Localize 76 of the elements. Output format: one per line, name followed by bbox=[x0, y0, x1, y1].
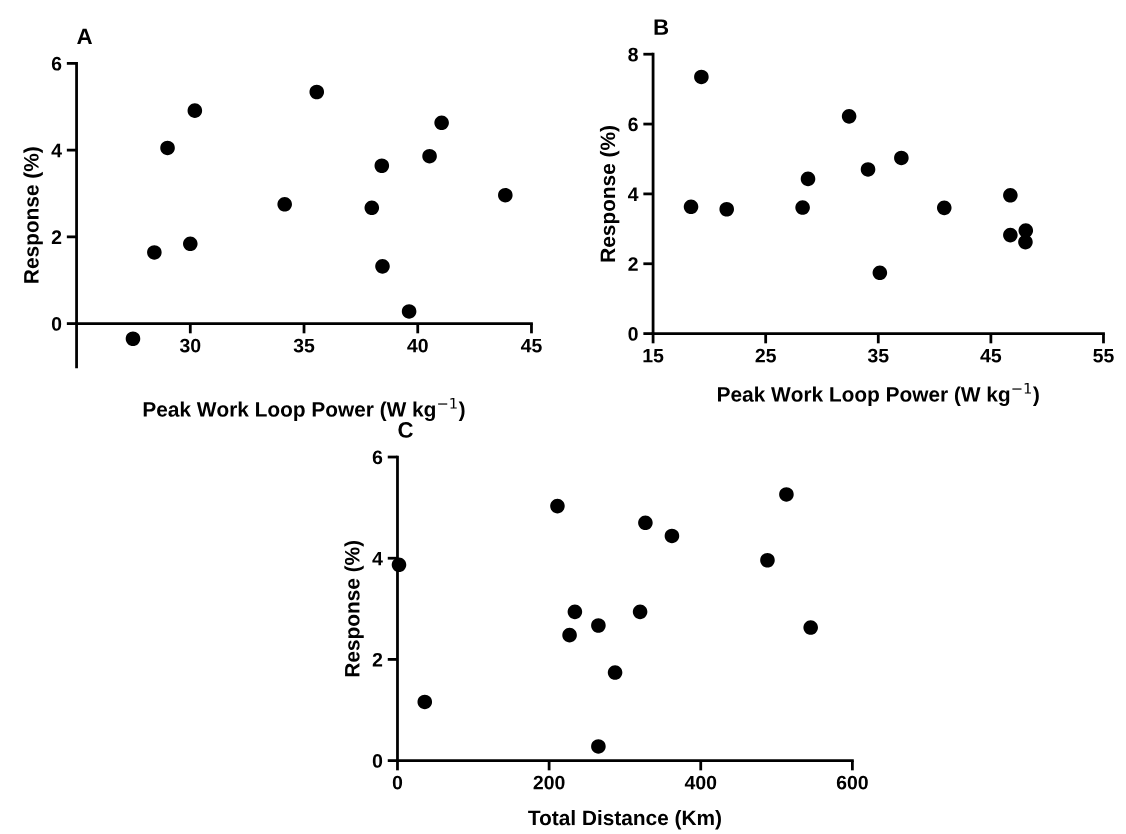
x-tick-label: 55 bbox=[1093, 348, 1114, 363]
point bbox=[498, 187, 513, 203]
point bbox=[277, 197, 292, 212]
point bbox=[607, 665, 623, 680]
y-tick-label: 0 bbox=[628, 327, 638, 341]
x-tick-label: 25 bbox=[755, 348, 776, 363]
y-tick-label: 6 bbox=[51, 56, 62, 71]
point bbox=[683, 199, 699, 215]
point bbox=[562, 627, 577, 643]
point bbox=[417, 694, 433, 710]
x-tick-label: 35 bbox=[293, 338, 315, 353]
point bbox=[936, 200, 952, 216]
y-tick-label: 2 bbox=[628, 257, 638, 271]
point bbox=[638, 515, 653, 531]
y-tick-label: 2 bbox=[51, 230, 62, 244]
x-tick-label: 0 bbox=[392, 775, 403, 790]
y-tick-label: 4 bbox=[51, 143, 62, 158]
y-tick-label: 8 bbox=[628, 47, 638, 62]
point bbox=[183, 236, 198, 252]
x-axis-title: Peak Work Loop Power (W kg$^{−1}$) bbox=[143, 397, 465, 421]
y-tick-label: 0 bbox=[51, 317, 62, 331]
point bbox=[375, 259, 390, 274]
y-axis-title: Response (%) bbox=[23, 147, 43, 283]
point bbox=[422, 148, 437, 164]
point bbox=[795, 200, 810, 215]
point bbox=[800, 171, 816, 187]
y-tick-label: 6 bbox=[628, 117, 638, 132]
point bbox=[364, 200, 380, 216]
chart-title: A bbox=[77, 28, 93, 44]
point bbox=[591, 739, 606, 754]
x-tick-label: 15 bbox=[643, 348, 664, 363]
point bbox=[664, 528, 680, 544]
point bbox=[434, 115, 449, 131]
point bbox=[591, 618, 606, 633]
y-axis-title: Response (%) bbox=[599, 126, 620, 262]
x-axis-title: Peak Work Loop Power (W kg$^{−1}$) bbox=[718, 382, 1039, 406]
y-tick-label: 0 bbox=[372, 754, 383, 768]
point bbox=[160, 140, 175, 156]
x-axis-title: Total Distance (Km) bbox=[528, 809, 721, 830]
y-tick-label: 4 bbox=[372, 551, 383, 566]
x-tick-label: 45 bbox=[980, 348, 1002, 363]
point bbox=[401, 304, 417, 319]
point bbox=[391, 557, 407, 573]
x-tick-label: 45 bbox=[520, 338, 542, 353]
chart-title: C bbox=[398, 422, 413, 438]
x-tick-label: 30 bbox=[179, 338, 201, 353]
point bbox=[872, 265, 888, 281]
point bbox=[567, 604, 583, 620]
x-tick-label: 40 bbox=[407, 338, 428, 353]
point bbox=[187, 103, 203, 118]
y-tick-label: 6 bbox=[372, 450, 383, 465]
point bbox=[694, 69, 709, 85]
x-tick-label: 35 bbox=[867, 348, 889, 363]
point bbox=[841, 109, 857, 124]
y-axis-title: Response (%) bbox=[344, 540, 364, 677]
chart-title: B bbox=[654, 19, 669, 35]
y-tick-label: 2 bbox=[372, 652, 383, 667]
point bbox=[309, 84, 325, 100]
point bbox=[860, 162, 876, 177]
point bbox=[1018, 234, 1033, 250]
x-tick-label: 200 bbox=[533, 775, 565, 790]
x-tick-label: 400 bbox=[684, 775, 717, 790]
point bbox=[779, 487, 794, 502]
y-tick-label: 4 bbox=[627, 187, 639, 201]
point bbox=[1003, 227, 1018, 243]
point bbox=[894, 150, 909, 166]
point bbox=[147, 245, 162, 260]
x-tick-label: 600 bbox=[836, 775, 868, 790]
point bbox=[125, 331, 141, 347]
point bbox=[550, 498, 565, 514]
point bbox=[374, 158, 390, 174]
point bbox=[760, 552, 775, 568]
point bbox=[719, 201, 734, 217]
point bbox=[803, 620, 818, 635]
point bbox=[632, 604, 648, 620]
point bbox=[1003, 188, 1018, 203]
